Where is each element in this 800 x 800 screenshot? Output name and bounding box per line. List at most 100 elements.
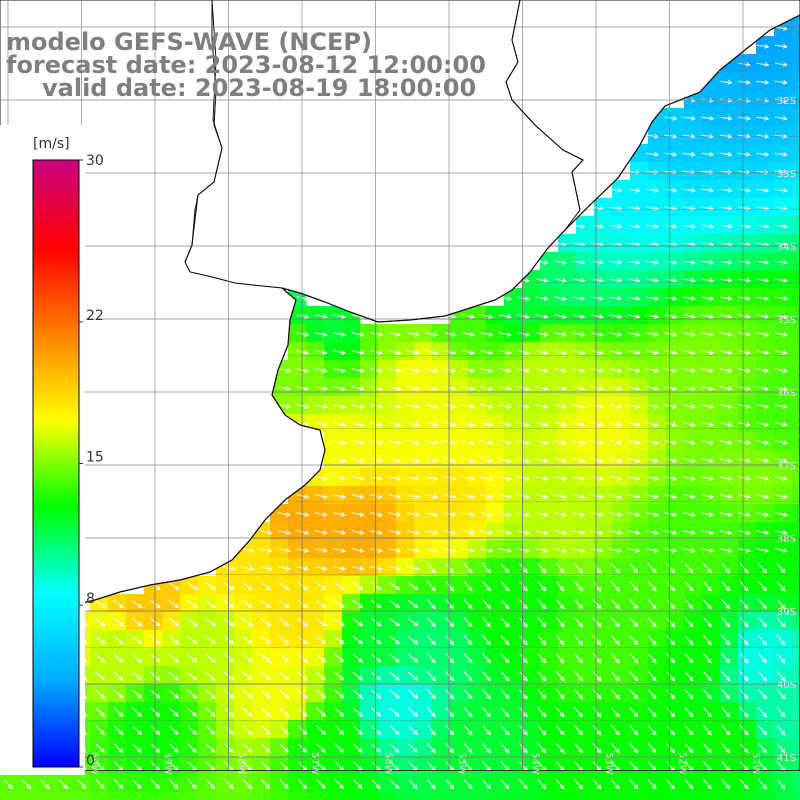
wind-speed-cell (684, 594, 703, 613)
wind-speed-cell (648, 612, 667, 631)
wind-arrow (517, 494, 531, 499)
wind-arrow (406, 404, 420, 409)
wind-arrow (738, 296, 751, 301)
wind-arrow (462, 458, 475, 463)
wind-arrow (425, 512, 439, 517)
wind-speed-cell (126, 702, 145, 721)
wind-arrow (425, 368, 439, 373)
wind-speed-cell (648, 198, 667, 217)
wind-arrow (719, 314, 733, 319)
wind-arrow (554, 422, 567, 427)
wind-speed-cell (702, 666, 721, 685)
wind-arrow (758, 671, 767, 682)
wind-arrow (572, 296, 586, 301)
wind-arrow (462, 494, 475, 499)
wind-speed-cell (342, 432, 361, 451)
wind-speed-cell (576, 252, 595, 271)
wind-speed-cell (504, 504, 523, 523)
wind-speed-cell (432, 324, 451, 343)
wind-speed-cell (774, 612, 793, 631)
wind-arrow (535, 494, 549, 499)
wind-speed-cell (792, 630, 800, 649)
wind-speed-cell (522, 414, 541, 433)
wind-speed-cell (198, 738, 217, 757)
wind-arrow (517, 512, 531, 517)
wind-arrow (517, 548, 531, 553)
wind-arrow (445, 707, 455, 718)
wind-speed-cell (648, 558, 667, 577)
wind-speed-cell (378, 486, 397, 505)
wind-speed-cell (36, 792, 55, 800)
wind-speed-cell (576, 468, 595, 487)
wind-speed-cell (576, 612, 595, 631)
wind-speed-cell (792, 216, 800, 235)
wind-speed-cell (288, 774, 307, 793)
wind-arrow (682, 278, 696, 283)
wind-speed-cell (594, 414, 613, 433)
wind-arrow (592, 725, 602, 736)
wind-arrow (629, 779, 639, 790)
wind-arrow (482, 707, 491, 718)
wind-speed-cell (342, 774, 361, 793)
wind-arrow (498, 314, 512, 319)
wind-speed-cell (324, 738, 343, 757)
wind-speed-cell (522, 450, 541, 469)
wind-arrow (518, 671, 528, 682)
wind-speed-cell (648, 468, 667, 487)
wind-speed-cell (504, 324, 523, 343)
wind-arrow (352, 600, 364, 609)
wind-arrow (500, 689, 510, 700)
wind-arrow (242, 653, 253, 663)
wind-speed-cell (522, 324, 541, 343)
wind-speed-cell (684, 612, 703, 631)
wind-speed-cell (216, 666, 235, 685)
wind-arrow (666, 581, 675, 592)
wind-arrow (774, 494, 788, 499)
wind-speed-cell (774, 54, 793, 73)
wind-speed-cell (648, 486, 667, 505)
wind-speed-cell (576, 342, 595, 361)
wind-arrow (702, 707, 712, 718)
wind-speed-cell (288, 684, 307, 703)
wind-speed-cell (198, 774, 217, 793)
wind-speed-cell (666, 738, 685, 757)
wind-speed-cell (414, 630, 433, 649)
wind-arrow (370, 386, 383, 391)
wind-arrow (774, 206, 788, 211)
wind-arrow (629, 599, 639, 610)
wind-speed-cell (180, 612, 199, 631)
wind-arrow (168, 725, 179, 735)
wind-arrow (518, 689, 528, 700)
wind-speed-cell (792, 198, 800, 217)
wind-arrow (682, 188, 696, 193)
wind-speed-cell (720, 738, 739, 757)
wind-arrow (554, 368, 567, 373)
wind-arrow (646, 314, 659, 319)
wind-speed-cell (360, 666, 379, 685)
wind-speed-cell (756, 216, 775, 235)
wind-arrow (370, 458, 383, 463)
wind-arrow (629, 653, 639, 664)
wind-speed-cell (270, 702, 289, 721)
colorbar-unit: [m/s] (33, 136, 70, 152)
wind-arrow (702, 779, 712, 790)
wind-arrow (554, 260, 567, 265)
wind-speed-cell (594, 522, 613, 541)
wind-speed-cell (414, 702, 433, 721)
wind-arrow (664, 332, 678, 337)
wind-speed-cell (486, 594, 505, 613)
wind-speed-cell (774, 702, 793, 721)
wind-arrow (739, 689, 749, 700)
wind-arrow (756, 386, 770, 391)
lon-label: 51W (750, 752, 761, 775)
wind-speed-cell (576, 720, 595, 739)
wind-arrow (260, 653, 272, 663)
wind-speed-cell (612, 486, 631, 505)
wind-speed-cell (666, 144, 685, 163)
wind-speed-cell (432, 414, 451, 433)
wind-speed-cell (612, 396, 631, 415)
wind-speed-cell (342, 558, 361, 577)
wind-speed-cell (504, 468, 523, 487)
wind-speed-cell (522, 306, 541, 325)
wind-speed-cell (216, 774, 235, 793)
